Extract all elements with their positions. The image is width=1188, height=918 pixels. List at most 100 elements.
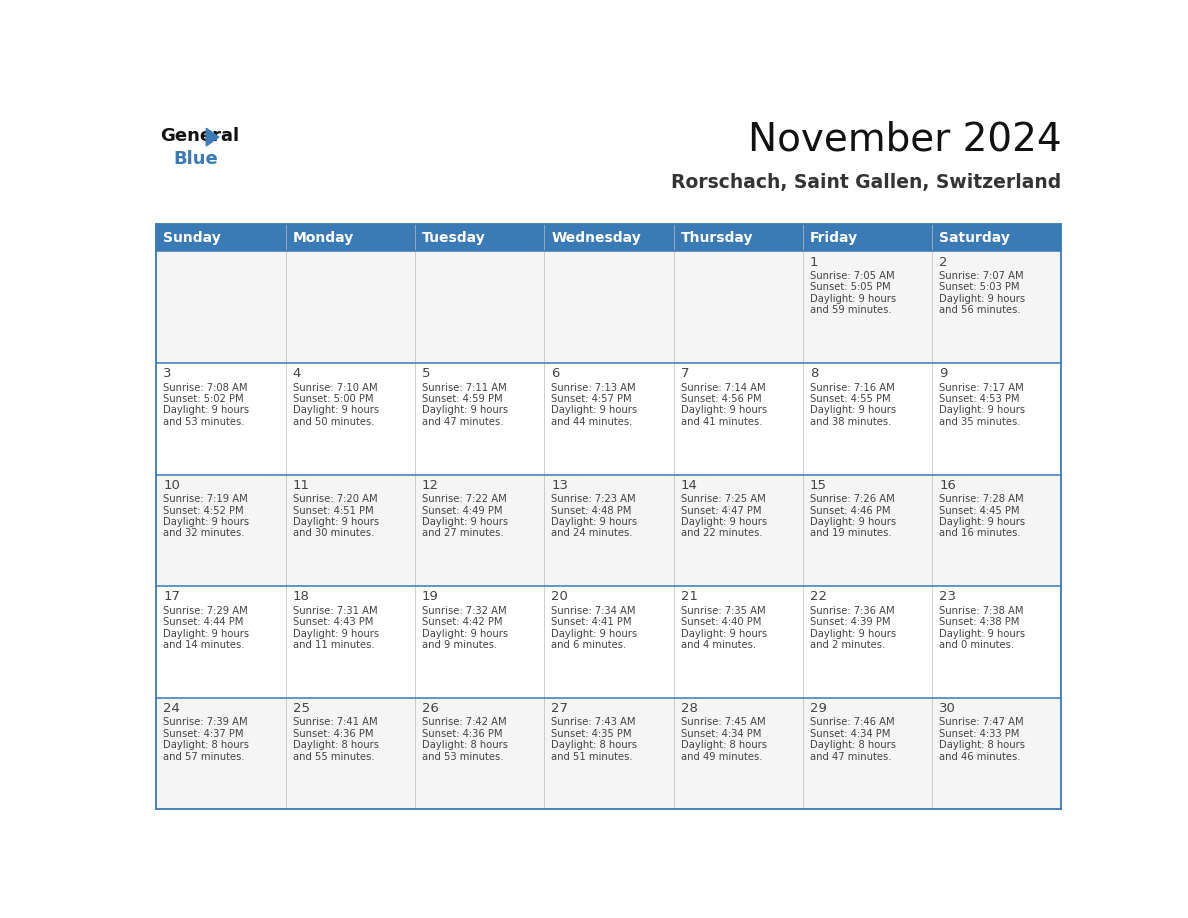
- Bar: [157, 252, 1061, 363]
- Text: Sunrise: 7:10 AM: Sunrise: 7:10 AM: [292, 383, 378, 393]
- Text: Daylight: 9 hours: Daylight: 9 hours: [810, 294, 896, 304]
- Text: Sunrise: 7:05 AM: Sunrise: 7:05 AM: [810, 271, 895, 281]
- Text: 14: 14: [681, 479, 697, 492]
- Text: and 2 minutes.: and 2 minutes.: [810, 640, 885, 650]
- Text: Sunrise: 7:08 AM: Sunrise: 7:08 AM: [164, 383, 248, 393]
- Text: and 24 minutes.: and 24 minutes.: [551, 529, 633, 539]
- Text: 13: 13: [551, 479, 568, 492]
- Text: 20: 20: [551, 590, 568, 603]
- Text: and 57 minutes.: and 57 minutes.: [164, 752, 245, 762]
- Text: Daylight: 9 hours: Daylight: 9 hours: [551, 517, 638, 527]
- Text: Daylight: 9 hours: Daylight: 9 hours: [164, 629, 249, 639]
- Text: 23: 23: [940, 590, 956, 603]
- Text: Sunset: 4:55 PM: Sunset: 4:55 PM: [810, 394, 891, 404]
- Text: and 11 minutes.: and 11 minutes.: [292, 640, 374, 650]
- Text: 6: 6: [551, 367, 560, 380]
- Text: and 56 minutes.: and 56 minutes.: [940, 306, 1020, 315]
- Text: Sunset: 5:02 PM: Sunset: 5:02 PM: [164, 394, 244, 404]
- Text: Monday: Monday: [292, 230, 354, 245]
- Text: Sunset: 4:41 PM: Sunset: 4:41 PM: [551, 617, 632, 627]
- Text: and 53 minutes.: and 53 minutes.: [164, 417, 245, 427]
- Bar: [803, 224, 933, 252]
- Text: Sunset: 4:48 PM: Sunset: 4:48 PM: [551, 506, 632, 516]
- Text: 7: 7: [681, 367, 689, 380]
- Text: Daylight: 9 hours: Daylight: 9 hours: [164, 406, 249, 416]
- Bar: [157, 224, 285, 252]
- Bar: [157, 587, 1061, 698]
- Text: Sunset: 4:56 PM: Sunset: 4:56 PM: [681, 394, 762, 404]
- Text: and 44 minutes.: and 44 minutes.: [551, 417, 633, 427]
- Text: Sunrise: 7:14 AM: Sunrise: 7:14 AM: [681, 383, 765, 393]
- Text: Daylight: 9 hours: Daylight: 9 hours: [551, 629, 638, 639]
- Text: and 41 minutes.: and 41 minutes.: [681, 417, 763, 427]
- Text: Daylight: 8 hours: Daylight: 8 hours: [681, 740, 766, 750]
- Text: 8: 8: [810, 367, 819, 380]
- Text: Sunrise: 7:17 AM: Sunrise: 7:17 AM: [940, 383, 1024, 393]
- Text: Sunrise: 7:25 AM: Sunrise: 7:25 AM: [681, 494, 765, 504]
- Text: Daylight: 9 hours: Daylight: 9 hours: [810, 517, 896, 527]
- Text: 21: 21: [681, 590, 697, 603]
- Text: Daylight: 9 hours: Daylight: 9 hours: [940, 517, 1025, 527]
- Text: Sunrise: 7:35 AM: Sunrise: 7:35 AM: [681, 606, 765, 616]
- Text: and 49 minutes.: and 49 minutes.: [681, 752, 763, 762]
- Text: Daylight: 8 hours: Daylight: 8 hours: [810, 740, 896, 750]
- Text: Sunset: 4:59 PM: Sunset: 4:59 PM: [422, 394, 503, 404]
- Text: Sunrise: 7:31 AM: Sunrise: 7:31 AM: [292, 606, 378, 616]
- Text: Sunrise: 7:28 AM: Sunrise: 7:28 AM: [940, 494, 1024, 504]
- Text: Daylight: 9 hours: Daylight: 9 hours: [681, 629, 766, 639]
- Text: Thursday: Thursday: [681, 230, 753, 245]
- Text: Daylight: 9 hours: Daylight: 9 hours: [940, 406, 1025, 416]
- Text: 3: 3: [164, 367, 172, 380]
- Text: Sunday: Sunday: [164, 230, 221, 245]
- Text: 12: 12: [422, 479, 440, 492]
- Text: Sunset: 4:47 PM: Sunset: 4:47 PM: [681, 506, 762, 516]
- Text: Daylight: 9 hours: Daylight: 9 hours: [810, 629, 896, 639]
- Text: Daylight: 9 hours: Daylight: 9 hours: [292, 629, 379, 639]
- Text: 19: 19: [422, 590, 438, 603]
- Text: Sunrise: 7:13 AM: Sunrise: 7:13 AM: [551, 383, 636, 393]
- Text: Daylight: 9 hours: Daylight: 9 hours: [164, 517, 249, 527]
- Text: 26: 26: [422, 702, 438, 715]
- Text: and 14 minutes.: and 14 minutes.: [164, 640, 245, 650]
- Text: 15: 15: [810, 479, 827, 492]
- Bar: [157, 698, 1061, 810]
- Text: Sunrise: 7:29 AM: Sunrise: 7:29 AM: [164, 606, 248, 616]
- Text: Rorschach, Saint Gallen, Switzerland: Rorschach, Saint Gallen, Switzerland: [671, 174, 1061, 192]
- Text: and 32 minutes.: and 32 minutes.: [164, 529, 245, 539]
- Text: Sunset: 4:38 PM: Sunset: 4:38 PM: [940, 617, 1019, 627]
- Text: Sunrise: 7:16 AM: Sunrise: 7:16 AM: [810, 383, 895, 393]
- Text: Daylight: 8 hours: Daylight: 8 hours: [292, 740, 379, 750]
- Text: Sunset: 5:03 PM: Sunset: 5:03 PM: [940, 283, 1019, 293]
- Text: Sunset: 4:57 PM: Sunset: 4:57 PM: [551, 394, 632, 404]
- Text: Sunrise: 7:45 AM: Sunrise: 7:45 AM: [681, 717, 765, 727]
- Text: Sunset: 4:33 PM: Sunset: 4:33 PM: [940, 729, 1019, 739]
- Text: and 51 minutes.: and 51 minutes.: [551, 752, 633, 762]
- Bar: [415, 224, 544, 252]
- Text: Daylight: 9 hours: Daylight: 9 hours: [292, 517, 379, 527]
- Text: Wednesday: Wednesday: [551, 230, 642, 245]
- Text: Daylight: 9 hours: Daylight: 9 hours: [422, 517, 508, 527]
- Text: 1: 1: [810, 256, 819, 269]
- Text: Daylight: 9 hours: Daylight: 9 hours: [422, 406, 508, 416]
- Text: Sunrise: 7:19 AM: Sunrise: 7:19 AM: [164, 494, 248, 504]
- Text: Sunset: 4:36 PM: Sunset: 4:36 PM: [292, 729, 373, 739]
- Text: and 30 minutes.: and 30 minutes.: [292, 529, 374, 539]
- Text: Sunrise: 7:46 AM: Sunrise: 7:46 AM: [810, 717, 895, 727]
- Text: 25: 25: [292, 702, 310, 715]
- Text: Sunrise: 7:42 AM: Sunrise: 7:42 AM: [422, 717, 506, 727]
- Text: Sunset: 4:44 PM: Sunset: 4:44 PM: [164, 617, 244, 627]
- Text: Sunrise: 7:36 AM: Sunrise: 7:36 AM: [810, 606, 895, 616]
- Text: Tuesday: Tuesday: [422, 230, 486, 245]
- Text: Sunset: 4:42 PM: Sunset: 4:42 PM: [422, 617, 503, 627]
- Text: Daylight: 8 hours: Daylight: 8 hours: [940, 740, 1025, 750]
- Text: and 55 minutes.: and 55 minutes.: [292, 752, 374, 762]
- Text: Sunset: 4:40 PM: Sunset: 4:40 PM: [681, 617, 762, 627]
- Text: Sunrise: 7:43 AM: Sunrise: 7:43 AM: [551, 717, 636, 727]
- Text: Daylight: 9 hours: Daylight: 9 hours: [551, 406, 638, 416]
- Text: Saturday: Saturday: [940, 230, 1010, 245]
- Text: and 59 minutes.: and 59 minutes.: [810, 306, 891, 315]
- Text: Sunset: 4:39 PM: Sunset: 4:39 PM: [810, 617, 891, 627]
- Text: and 50 minutes.: and 50 minutes.: [292, 417, 374, 427]
- Text: Sunset: 4:37 PM: Sunset: 4:37 PM: [164, 729, 244, 739]
- Text: 5: 5: [422, 367, 430, 380]
